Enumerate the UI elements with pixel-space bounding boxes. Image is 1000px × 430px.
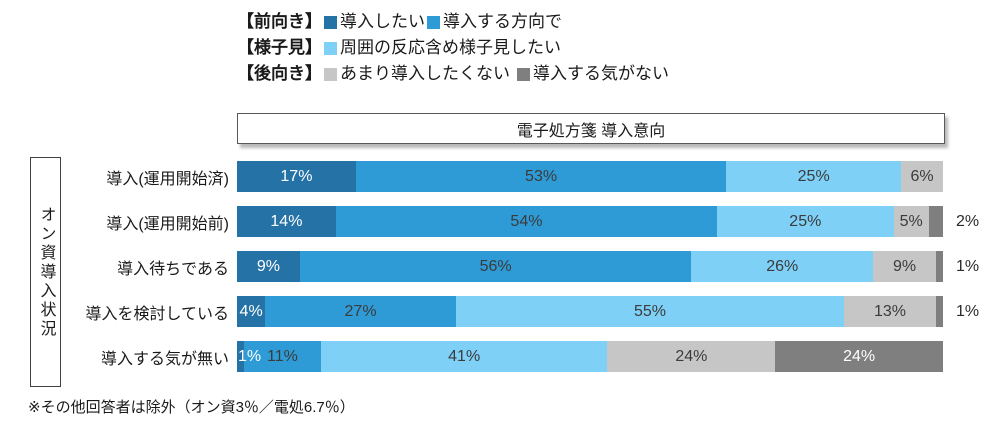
bar-segment (935, 251, 943, 282)
segment-value-label: 5% (899, 212, 923, 230)
bar-segment: 56% (299, 251, 692, 282)
y-axis-box: オン資導入状況 (30, 157, 61, 387)
legend-line-positive: 【前向き】 導入したい 導入する方向で (237, 9, 669, 35)
outside-value-label: 2% (956, 212, 980, 230)
bar-track: 9% 56% 26% 9% (237, 251, 943, 282)
bar-segment: 11% (243, 341, 321, 372)
category-label: 導入(運用開始前) (106, 215, 229, 233)
bar-segment: 17% (237, 161, 356, 192)
bar-segment: 9% (237, 251, 300, 282)
outside-value-label: 1% (956, 257, 980, 275)
bar-track: 1% 11% 41% 24% 24% (237, 341, 943, 372)
category-label: 導入待ちである (117, 260, 229, 278)
segment-value-label: 25% (797, 167, 830, 185)
segment-value-label: 11% (267, 347, 298, 365)
chart-row: 導入待ちである 9% 56% 26% 9% 1% (60, 244, 1000, 289)
chart-row: 導入する気が無い 1% 11% 41% 24% 24% (60, 334, 1000, 379)
bar-segment: 54% (335, 206, 718, 237)
y-axis-title: オン資導入状況 (37, 205, 55, 339)
segment-value-label: 25% (789, 212, 822, 230)
swatch-wait-icon (324, 41, 337, 55)
segment-value-label: 53% (525, 167, 558, 185)
outside-value-label: 1% (956, 302, 980, 320)
bar-segment: 25% (717, 206, 894, 237)
segment-value-label: 54% (510, 212, 543, 230)
legend-group-label: 【前向き】 (237, 12, 322, 31)
chart-row: 導入を検討している 4% 27% 55% 13% 1% (60, 289, 1000, 334)
bar-segment: 27% (265, 296, 456, 327)
plot-area: 導入(運用開始済) 17% 53% 25% 6% 導入(運用開始前) 14% 54% 25% 5%… (60, 154, 1000, 379)
segment-value-label: 26% (766, 257, 799, 275)
segment-value-label: 24% (843, 347, 876, 365)
bar-segment: 5% (893, 206, 929, 237)
chart-row: 導入(運用開始済) 17% 53% 25% 6% (60, 154, 1000, 199)
chart-title: 電子処方箋 導入意向 (516, 122, 666, 140)
segment-value-label: 4% (239, 302, 263, 320)
segment-value-label: 14% (270, 212, 303, 230)
category-label: 導入を検討している (85, 305, 229, 323)
segment-value-label: 55% (633, 302, 666, 320)
bar-segment: 41% (320, 341, 608, 372)
category-label: 導入(運用開始済) (106, 170, 229, 188)
swatch-refuse-icon (517, 67, 530, 81)
legend-line-wait: 【様子見】 周囲の反応含め様子見したい (237, 35, 669, 61)
swatch-direction-icon (427, 15, 440, 29)
legend-group-label: 【後向き】 (237, 64, 322, 83)
bar-segment: 24% (607, 341, 776, 372)
segment-value-label: 17% (280, 167, 313, 185)
bar-segment: 53% (355, 161, 727, 192)
segment-value-label: 9% (892, 257, 917, 275)
legend-item-label: 周囲の反応含め様子見したい (340, 38, 561, 57)
legend-item-label: 導入したい (340, 12, 425, 31)
bar-track: 14% 54% 25% 5% (237, 206, 943, 237)
segment-value-label: 6% (910, 167, 934, 185)
segment-value-label: 13% (874, 302, 907, 320)
bar-segment (928, 206, 943, 237)
bar-segment: 24% (775, 341, 943, 372)
bar-segment: 25% (726, 161, 902, 192)
legend-item-label: あまり導入したくない (340, 64, 510, 83)
chart-row: 導入(運用開始前) 14% 54% 25% 5% 2% (60, 199, 1000, 244)
segment-value-label: 24% (675, 347, 708, 365)
segment-value-label: 41% (448, 347, 481, 365)
swatch-intend-icon (324, 15, 337, 29)
bar-segment: 1% (237, 341, 261, 372)
legend: 【前向き】 導入したい 導入する方向で 【様子見】 周囲の反応含め様子見したい … (237, 9, 669, 87)
category-label: 導入する気が無い (100, 350, 229, 368)
segment-value-label: 1% (238, 347, 262, 365)
bar-segment: 26% (691, 251, 874, 282)
bar-segment: 4% (237, 296, 266, 327)
segment-value-label: 56% (479, 257, 512, 275)
chart-title-box: 電子処方箋 導入意向 (237, 113, 945, 144)
bar-segment: 55% (455, 296, 845, 327)
bar-segment: 9% (873, 251, 936, 282)
bar-segment: 6% (901, 161, 943, 192)
segment-value-label: 9% (256, 257, 281, 275)
legend-line-negative: 【後向き】 あまり導入したくない 導入する気がない (237, 61, 669, 87)
bar-segment: 13% (844, 296, 936, 327)
legend-item-label: 導入する方向で (443, 12, 562, 31)
bar-track: 4% 27% 55% 13% (237, 296, 943, 327)
swatch-reluctant-icon (324, 67, 337, 81)
bar-track: 17% 53% 25% 6% (237, 161, 943, 192)
segment-value-label: 27% (344, 302, 377, 320)
bar-segment: 14% (237, 206, 336, 237)
legend-item-label: 導入する気がない (533, 64, 669, 83)
legend-group-label: 【様子見】 (237, 38, 322, 57)
footnote: ※その他回答者は除外（オン資3％／電処6.7％） (28, 399, 355, 416)
bar-segment (935, 296, 943, 327)
